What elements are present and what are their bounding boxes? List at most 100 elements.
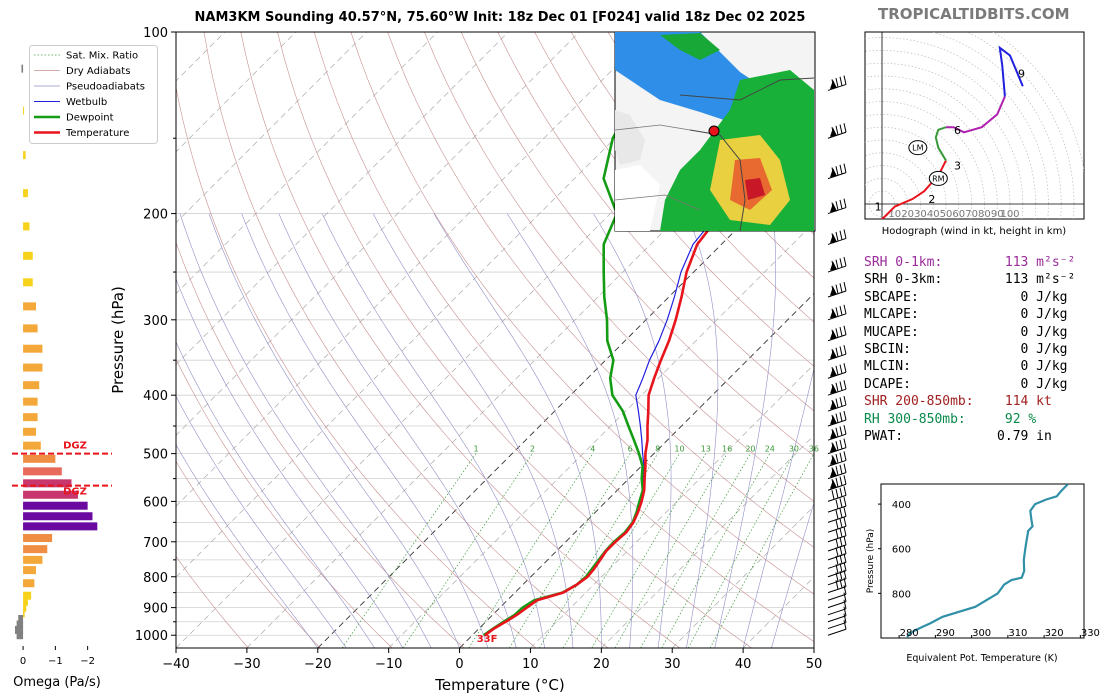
chart-title: NAM3KM Sounding 40.57°N, 75.60°W Init: 1… <box>194 10 806 25</box>
hodograph-ring-label: 50 <box>940 209 953 220</box>
stat-row: MLCAPE: 0 J/kg <box>864 307 1068 323</box>
hodograph-ring-label: 100 <box>1000 209 1019 220</box>
y-axis-label: Pressure (hPa) <box>109 286 127 394</box>
hodograph-ring-label: 90 <box>991 209 1004 220</box>
omega-bar <box>23 427 36 436</box>
mixing-ratio-line <box>538 453 658 648</box>
legend-entry: Temperature <box>34 128 129 139</box>
hodograph-ring-label: 30 <box>914 209 927 220</box>
stat-row: SHR 200-850mb: 114 kt <box>864 394 1052 410</box>
omega-bar <box>23 512 93 521</box>
omega-bar <box>23 441 41 450</box>
stat-row: DCAPE: 0 J/kg <box>864 376 1068 392</box>
wind-barb <box>827 281 847 298</box>
omega-bar <box>23 579 35 588</box>
pseudoadiabat-line <box>241 213 489 648</box>
stat-row: SBCIN: 0 J/kg <box>864 342 1068 358</box>
omega-bar <box>21 64 24 73</box>
wind-barb <box>827 380 847 396</box>
wind-barb <box>827 613 847 630</box>
wind-barb <box>827 229 847 245</box>
y-tick-label: 1000 <box>135 629 168 644</box>
omega-bar <box>23 597 28 606</box>
omega-chart: DGZ DGZ 0 −1 −2 Omega (Pa/s) <box>12 64 112 690</box>
storm-motion-marker <box>908 140 928 156</box>
mixing-ratio-label: 8 <box>655 445 660 454</box>
wind-barb <box>827 325 847 342</box>
wind-barb <box>827 592 847 609</box>
x-tick-label: −30 <box>233 657 260 672</box>
isotherm-line <box>176 32 297 153</box>
omega-bar <box>23 278 33 287</box>
isotherm-line <box>813 647 814 648</box>
stat-row: SRH 0-1km: 113 m²s⁻² <box>864 255 1076 270</box>
hodograph-height-label: 1 <box>875 201 882 214</box>
isotherm-line <box>0 32 12 648</box>
pseudoadiabat-line <box>686 213 719 648</box>
x-tick-label: 20 <box>593 657 610 672</box>
wind-barb <box>827 526 847 543</box>
dry-adiabat-line <box>313 32 814 643</box>
theta-e-y-tick-label: 600 <box>892 545 911 556</box>
legend-entry: Pseudoadiabats <box>34 82 145 93</box>
wind-barb <box>827 256 847 273</box>
omega-x-axis-label: Omega (Pa/s) <box>13 675 101 690</box>
dry-adiabat-line <box>176 241 465 648</box>
radar-inset-map <box>614 31 816 232</box>
isotherm-line <box>176 32 580 436</box>
mixing-ratio-line <box>591 453 707 648</box>
omega-bar <box>23 151 26 160</box>
x-tick-label: −20 <box>304 657 331 672</box>
y-tick-label: 800 <box>143 571 168 586</box>
wind-barb <box>827 599 847 616</box>
mixing-ratio-label: 30 <box>789 445 799 454</box>
hodograph-height-label: 6 <box>954 124 961 137</box>
pseudoadiabat-line <box>742 367 814 648</box>
omega-bar <box>23 324 38 333</box>
mixing-ratio-label: 16 <box>722 445 732 454</box>
mixing-ratio-line <box>709 453 814 648</box>
wind-barb <box>827 410 847 427</box>
mixing-ratio-line <box>562 453 680 648</box>
hodograph-ring-label: 10 <box>888 209 901 220</box>
wind-barb <box>827 507 847 523</box>
wind-barb <box>827 553 847 569</box>
legend-label: Pseudoadiabats <box>66 82 145 93</box>
y-tick-label: 500 <box>143 448 168 463</box>
dry-adiabat-line <box>176 555 249 648</box>
storm-motion-marker <box>928 170 948 186</box>
theta-e-y-axis-label: Pressure (hPa) <box>866 529 876 594</box>
hodograph-trace <box>934 126 947 162</box>
skew-t-frame <box>175 31 815 649</box>
temperature-profile <box>484 144 814 637</box>
omega-bar <box>16 631 24 640</box>
isotherm-line <box>176 32 438 295</box>
wind-barb <box>827 561 847 578</box>
legend-entry: Dewpoint <box>34 113 114 124</box>
dry-adiabat-line <box>240 32 680 648</box>
theta-e-x-tick-label: 300 <box>972 628 991 639</box>
omega-tick-label: −1 <box>48 656 63 667</box>
isotherm-line <box>601 434 814 648</box>
y-tick-label: 300 <box>143 314 168 329</box>
y-tick-label: 200 <box>143 208 168 223</box>
theta-e-y-tick-label: 800 <box>892 589 911 600</box>
wind-barb <box>827 198 847 215</box>
y-tick-label: 600 <box>143 495 168 510</box>
dry-adiabat-line <box>570 32 814 323</box>
hodograph-label: Hodograph (wind in kt, height in km) <box>882 226 1067 237</box>
hodograph-ring-label: 40 <box>927 209 940 220</box>
pseudoadiabat-line <box>771 501 814 648</box>
mixing-ratio-line <box>614 453 728 648</box>
mixing-ratio-line <box>509 453 631 648</box>
mixing-ratio-label: 13 <box>701 445 711 454</box>
y-tick-label: 100 <box>143 26 168 41</box>
isotherm-line <box>671 505 814 648</box>
pseudoadiabat-line <box>176 277 404 648</box>
stat-row: RH 300-850mb: 92 % <box>864 411 1037 427</box>
hodograph-ring-label: 20 <box>901 209 914 220</box>
omega-bar <box>23 251 33 260</box>
hodograph-ring-label: 60 <box>952 209 965 220</box>
wind-barb <box>827 535 847 552</box>
